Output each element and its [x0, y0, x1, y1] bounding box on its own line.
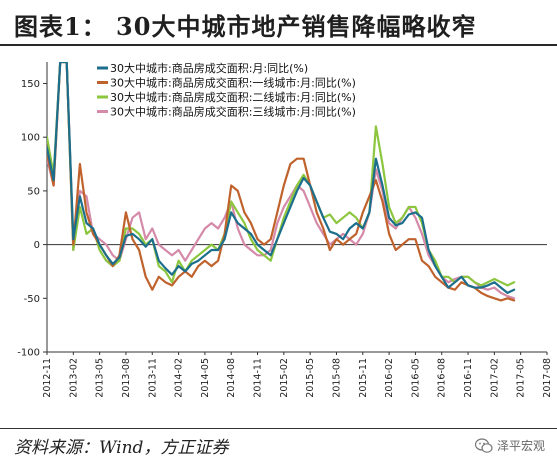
x-tick-label: 2016-11 — [463, 358, 474, 398]
legend: 30大中城市:商品房成交面积:月:同比(%)30大中城市:商品房成交面积:一线城… — [97, 61, 356, 119]
axes: -100 -50 0 50 100 150 2012-11 2013-02 2013-05 201… — [17, 62, 553, 398]
y-tick-label: 0 — [34, 240, 40, 251]
x-tick-label: 2016-08 — [437, 358, 448, 398]
legend-label: 30大中城市:商品房成交面积:月:同比(%) — [110, 61, 308, 75]
x-tick-label: 2014-05 — [200, 358, 211, 398]
x-tick-label: 2013-05 — [95, 358, 106, 398]
title-rule — [0, 44, 557, 46]
x-tick-label: 2013-11 — [147, 358, 158, 398]
x-tick-label: 2014-11 — [253, 358, 264, 398]
legend-label: 30大中城市:商品房成交面积:二线城市:月:同比(%) — [110, 90, 356, 104]
x-tick-label: 2015-08 — [331, 358, 342, 398]
x-tick-label: 2017-05 — [516, 358, 527, 398]
y-tick-label: -100 — [17, 348, 40, 359]
series-line — [47, 62, 516, 294]
footer-rule — [0, 428, 557, 429]
x-tick-label: 2015-05 — [305, 358, 316, 398]
y-tick-label: 100 — [21, 133, 40, 144]
x-tick-label: 2016-05 — [410, 358, 421, 398]
series-group — [47, 62, 516, 302]
line-chart: -100 -50 0 50 100 150 2012-11 2013-02 2013-05 201… — [17, 61, 553, 398]
legend-label: 30大中城市:商品房成交面积:一线城市:月:同比(%) — [110, 76, 356, 90]
x-tick-label: 2015-02 — [279, 358, 290, 398]
y-tick-label: 150 — [21, 79, 40, 90]
y-tick-label: 50 — [27, 186, 40, 197]
x-tick-label: 2017-08 — [542, 358, 553, 398]
title-bar: 图表1： 30大中城市地产销售降幅略收窄 — [0, 0, 557, 46]
x-tick-label: 2017-02 — [489, 358, 500, 398]
source-note: 资料来源：Wind，方正证券 — [14, 438, 229, 458]
x-tick-label: 2013-08 — [121, 358, 132, 398]
x-tick-label: 2015-11 — [358, 358, 369, 398]
x-tick-label: 2016-02 — [384, 358, 395, 398]
watermark-text: 泽平宏观 — [496, 439, 545, 453]
y-tick-label: -50 — [24, 294, 40, 305]
series-line — [47, 62, 516, 302]
legend-label: 30大中城市:商品房成交面积:三线城市:月:同比(%) — [110, 105, 356, 119]
wechat-icon — [474, 437, 493, 453]
x-tick-label: 2014-02 — [174, 358, 185, 398]
x-tick-label: 2013-02 — [68, 358, 79, 398]
watermark: 泽平宏观 — [474, 437, 545, 454]
chart-title: 图表1： 30大中城市地产销售降幅略收窄 — [14, 12, 477, 41]
x-tick-label: 2014-08 — [226, 358, 237, 398]
x-tick-label: 2012-11 — [42, 358, 53, 398]
